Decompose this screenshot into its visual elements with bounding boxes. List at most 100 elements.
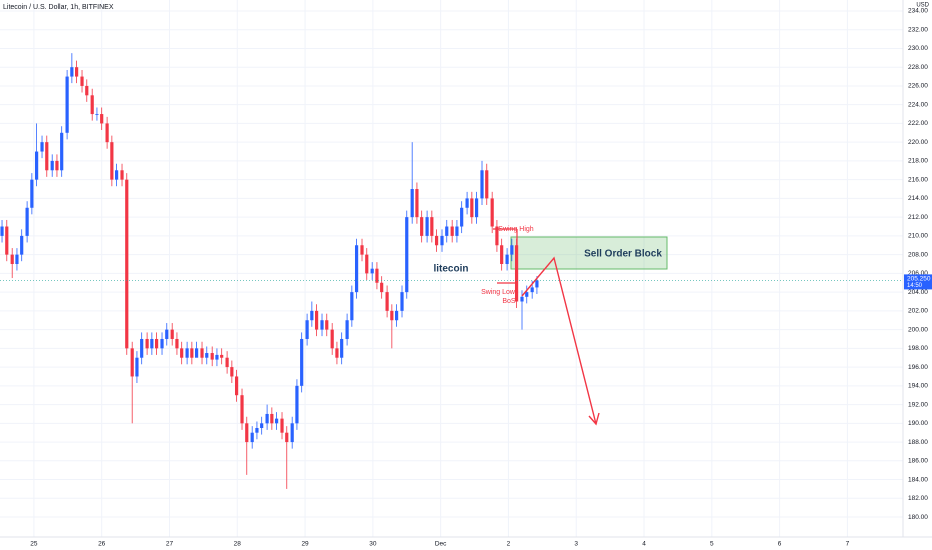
- candle-body: [420, 217, 424, 236]
- candle-body: [380, 282, 384, 293]
- x-tick-label: 30: [369, 541, 377, 548]
- grid: [0, 0, 903, 537]
- zone-label: Sell Order Block: [584, 249, 662, 260]
- candle-body: [474, 198, 479, 218]
- candle-body: [370, 268, 374, 274]
- candle-body: [130, 348, 134, 377]
- candle-body: [55, 160, 59, 171]
- x-tick-label: 6: [778, 541, 782, 548]
- x-tick-label: 29: [301, 541, 309, 548]
- y-tick-label: 230.00: [908, 45, 928, 52]
- y-tick-label: 226.00: [908, 83, 928, 90]
- candle-body: [450, 226, 454, 236]
- order-block-zone: [510, 236, 668, 270]
- candle-body: [335, 348, 339, 358]
- candle-body: [390, 310, 394, 321]
- candle-body: [30, 179, 34, 208]
- y-tick-label: 220.00: [908, 139, 928, 146]
- candle-body: [525, 292, 529, 297]
- candle-body: [350, 292, 354, 321]
- y-tick-label: 190.00: [908, 420, 928, 427]
- y-tick-label: 184.00: [908, 476, 928, 483]
- y-tick-label: 234.00: [908, 8, 928, 15]
- candle-body: [120, 170, 124, 180]
- asset-label: litecoin: [433, 264, 468, 275]
- candle-body: [500, 245, 504, 265]
- last-price-tag: [904, 274, 932, 290]
- candle-body: [135, 357, 139, 377]
- candle-body: [434, 235, 439, 246]
- candle-body: [530, 287, 534, 293]
- candle-body: [220, 354, 224, 358]
- y-tick-label: 206.00: [908, 270, 928, 277]
- candle-body: [345, 320, 349, 339]
- candle-body: [105, 123, 109, 143]
- y-tick-label: 210.00: [908, 233, 928, 240]
- candle-body: [180, 348, 184, 358]
- candle-body: [250, 432, 254, 443]
- candle-body: [535, 280, 539, 288]
- y-tick-label: 186.00: [908, 458, 928, 465]
- candle-body: [310, 310, 314, 321]
- x-tick-label: 7: [846, 541, 850, 548]
- candle-body: [240, 395, 244, 424]
- candle-body: [234, 376, 239, 396]
- y-tick-label: 202.00: [908, 308, 928, 315]
- y-tick-label: 232.00: [908, 26, 928, 33]
- candle-body: [290, 423, 294, 443]
- y-tick-label: 218.00: [908, 158, 928, 165]
- x-tick-label: 2: [507, 541, 511, 548]
- candle-body: [415, 189, 419, 218]
- candle-body: [5, 226, 9, 255]
- candle-body: [375, 268, 379, 283]
- candle-body: [110, 142, 114, 180]
- candle-body: [75, 67, 79, 77]
- y-tick-label: 204.00: [908, 289, 928, 296]
- candle-body: [440, 235, 444, 246]
- candle-body: [185, 348, 189, 358]
- candle-body: [225, 357, 229, 368]
- y-axis-unit: USD: [916, 3, 929, 9]
- x-tick-label: 4: [642, 541, 646, 548]
- projection-arrow: [521, 256, 597, 425]
- candle-body: [305, 320, 309, 339]
- candles: [0, 53, 539, 489]
- candle-body: [495, 226, 499, 246]
- y-tick-label: 192.00: [908, 401, 928, 408]
- countdown-label: 14:50: [907, 283, 923, 289]
- candle-body: [394, 310, 399, 321]
- x-tick-label: 25: [30, 541, 38, 548]
- candle-body: [170, 329, 174, 339]
- candle-body: [35, 151, 39, 180]
- candle-body: [70, 67, 74, 77]
- last-price-label: 205.250: [907, 276, 931, 283]
- y-tick-label: 222.00: [908, 120, 928, 127]
- candle-body: [465, 198, 469, 208]
- candle-body: [480, 170, 484, 199]
- candle-body: [45, 142, 49, 171]
- candle-body: [65, 76, 69, 133]
- candle-body: [410, 189, 414, 218]
- candle-body: [175, 338, 179, 349]
- swing-low-label: Swing Low: [481, 289, 516, 296]
- candle-body: [510, 245, 514, 255]
- candle-body: [505, 254, 509, 265]
- candle-body: [445, 226, 449, 236]
- swing-high-label: Swing High: [498, 226, 534, 233]
- candle-body: [155, 338, 159, 349]
- candle-body: [320, 320, 324, 330]
- candle-body: [520, 296, 524, 302]
- candle-body: [95, 114, 99, 115]
- candle-body: [405, 217, 409, 293]
- x-tick-label: 26: [98, 541, 106, 548]
- candle-body: [100, 114, 104, 124]
- candle-body: [145, 338, 149, 349]
- candle-body: [385, 292, 389, 311]
- candle-body: [165, 329, 169, 339]
- candle-body: [260, 423, 264, 429]
- candle-body: [490, 198, 494, 227]
- candle-body: [200, 348, 204, 358]
- candle-body: [255, 428, 259, 433]
